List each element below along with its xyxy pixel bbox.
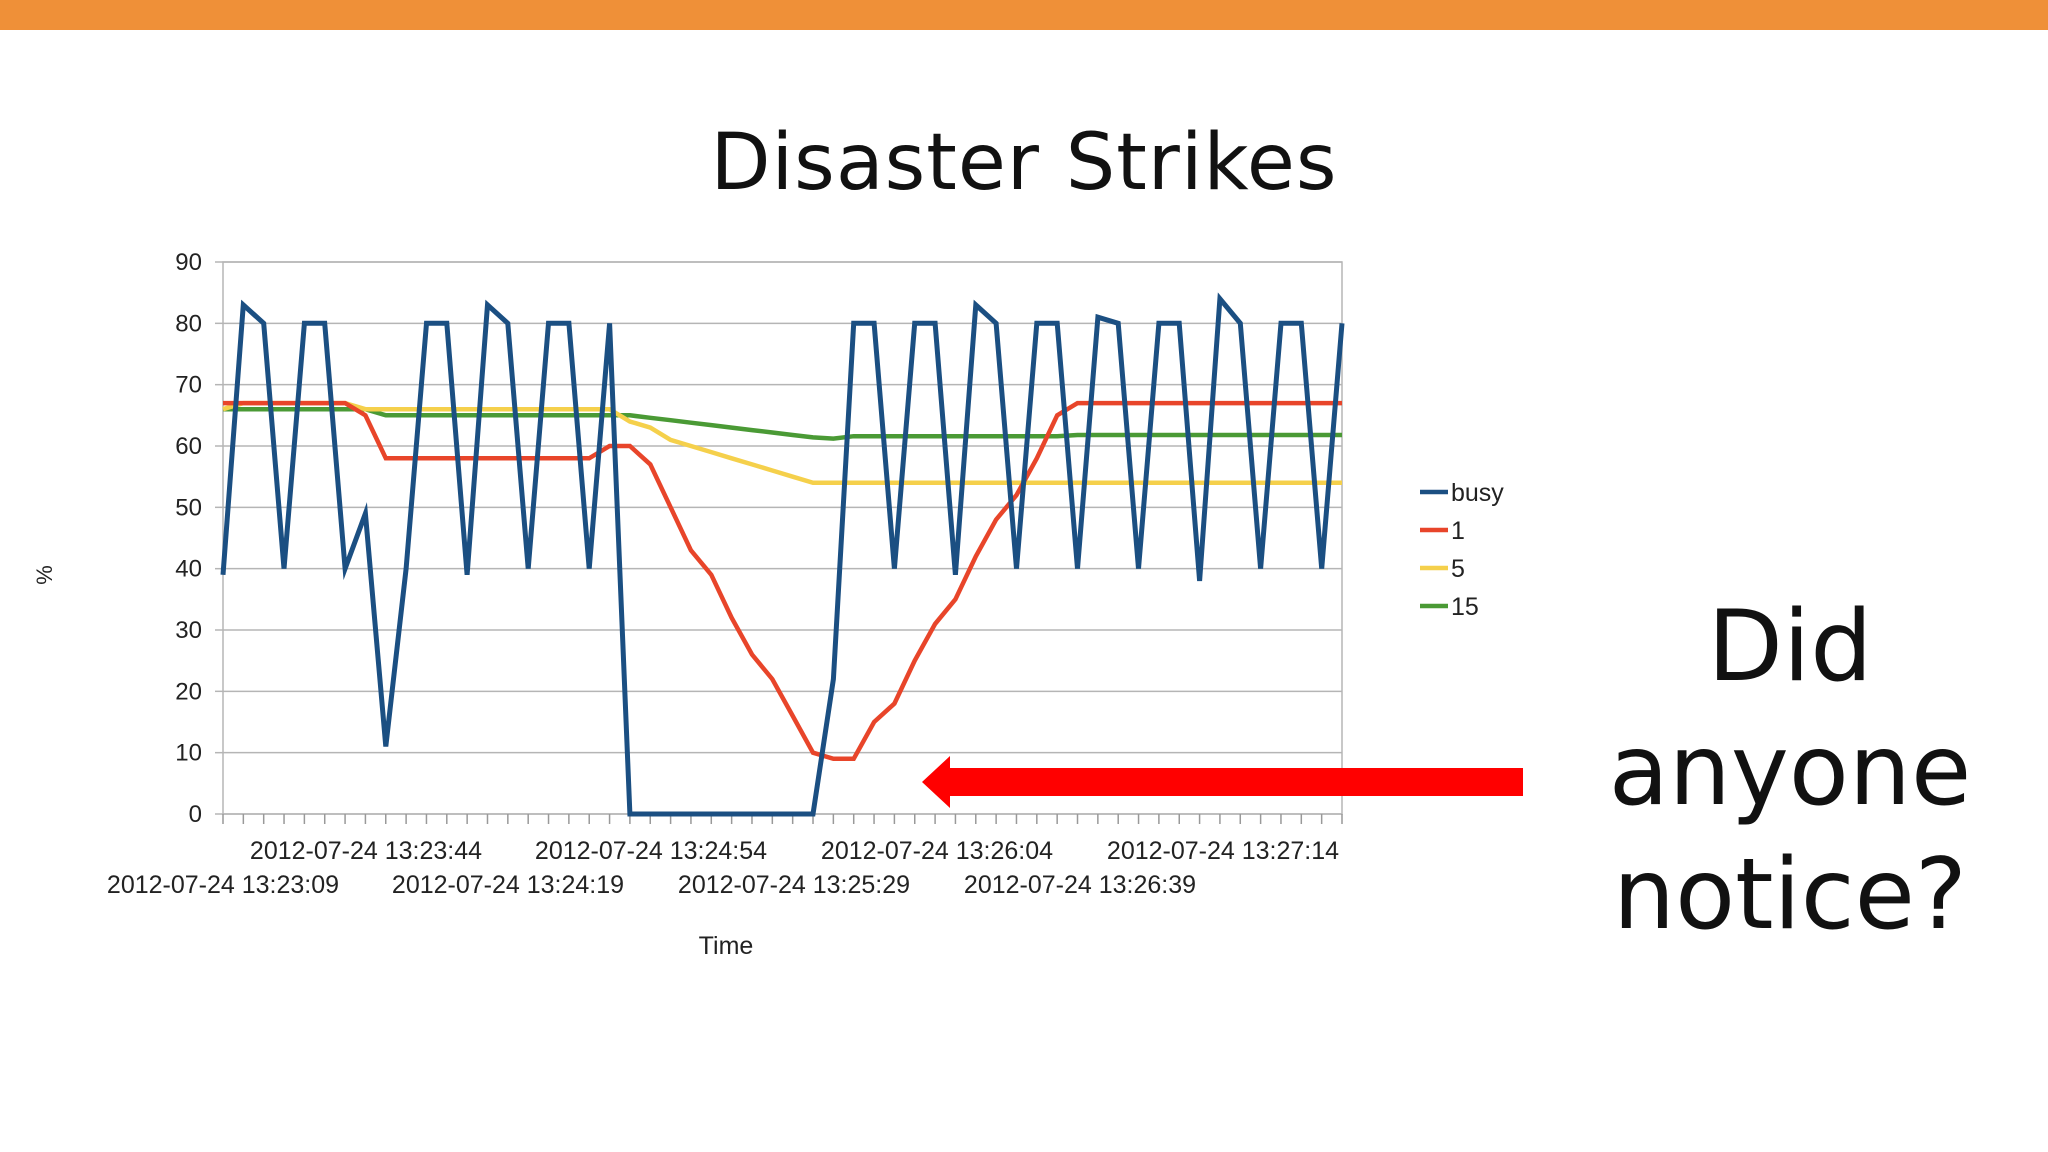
y-axis-tick-labels: 0 10 20 30 40 50 60 70 80 90 [175, 249, 202, 828]
x-tick-label: 2012-07-24 13:23:44 [250, 837, 482, 865]
plot-area-frame [222, 261, 1343, 815]
red-arrow-pointer [922, 756, 1523, 808]
callout-line: anyone [1608, 714, 1972, 828]
y-tick-label: 0 [189, 801, 202, 828]
legend-label-15: 15 [1451, 593, 1479, 621]
y-tick-label: 20 [175, 678, 202, 705]
callout-line: Did [1707, 590, 1873, 704]
series-line-15 [223, 406, 1342, 441]
legend-label-busy: busy [1451, 479, 1504, 507]
series-line-busy [220, 292, 1345, 817]
x-axis-ticks [222, 814, 1343, 824]
x-axis-tick-labels: 2012-07-24 13:23:09 2012-07-24 13:23:44 20… [107, 837, 1339, 899]
y-tick-label: 50 [175, 494, 202, 521]
legend-label-5: 5 [1451, 555, 1465, 583]
slide-title: Disaster Strikes [710, 118, 1338, 208]
x-tick-label: 2012-07-24 13:26:04 [821, 837, 1053, 865]
y-tick-label: 90 [175, 249, 202, 276]
x-tick-label: 2012-07-24 13:25:29 [678, 871, 910, 899]
y-tick-label: 70 [175, 372, 202, 399]
series-line-5 [222, 400, 1342, 486]
y-tick-label: 10 [175, 740, 202, 767]
x-tick-label: 2012-07-24 13:24:54 [535, 837, 767, 865]
callout-line: notice? [1613, 838, 1967, 952]
legend-label-1: 1 [1451, 517, 1465, 545]
chart-series [220, 292, 1345, 817]
series-line-1 [223, 400, 1342, 762]
y-tick-label: 30 [175, 617, 202, 644]
top-accent-bar [0, 0, 2048, 30]
x-tick-label: 2012-07-24 13:26:39 [964, 871, 1196, 899]
callout-text: Did anyone notice? [1560, 585, 2020, 957]
y-tick-label: 40 [175, 556, 202, 583]
y-axis-title: % [32, 565, 57, 585]
y-tick-label: 80 [175, 310, 202, 337]
y-tick-label: 60 [175, 433, 202, 460]
x-tick-label: 2012-07-24 13:24:19 [392, 871, 624, 899]
x-tick-label: 2012-07-24 13:27:14 [1107, 837, 1339, 865]
x-axis-title: Time [699, 932, 754, 960]
x-tick-label: 2012-07-24 13:23:09 [107, 871, 339, 899]
